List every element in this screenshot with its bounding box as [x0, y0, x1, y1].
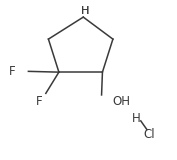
Text: F: F [36, 95, 42, 108]
Text: Cl: Cl [144, 128, 155, 141]
Text: OH: OH [112, 95, 130, 108]
Text: H: H [132, 112, 141, 125]
Text: H: H [81, 6, 89, 16]
Text: H: H [81, 6, 89, 16]
Text: F: F [9, 65, 15, 78]
